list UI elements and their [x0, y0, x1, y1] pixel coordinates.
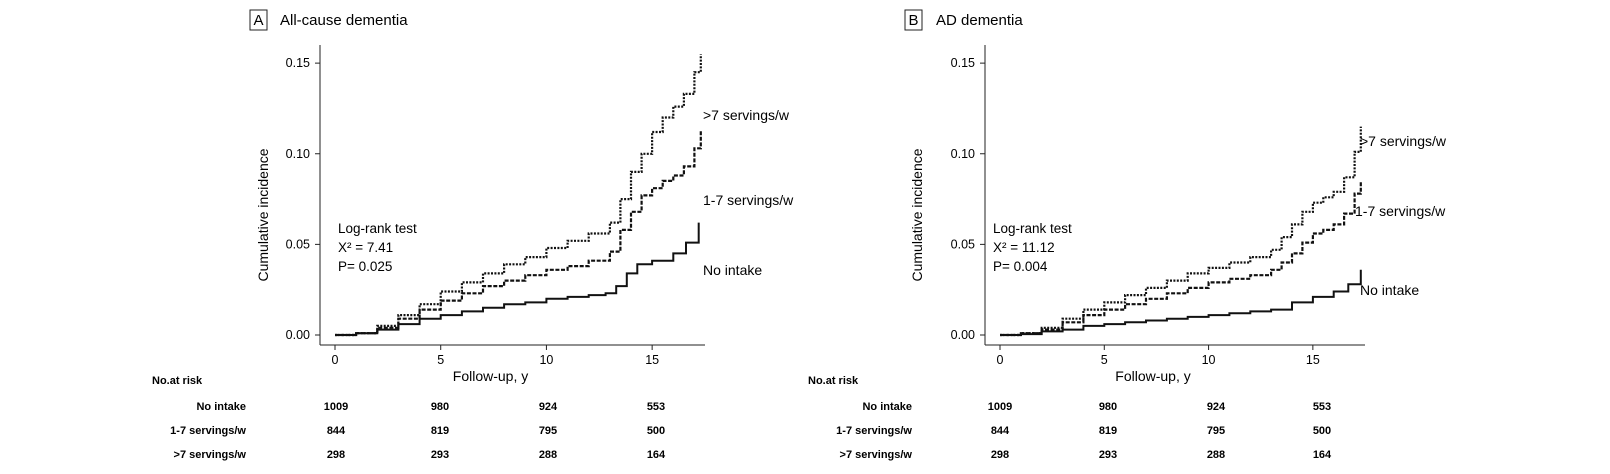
risk-cell: 298 [327, 449, 345, 461]
risk-row-label: >7 servings/w [840, 449, 913, 461]
risk-cell: 553 [1313, 401, 1331, 413]
risk-cell: 844 [327, 425, 346, 437]
risk-cell: 553 [647, 401, 665, 413]
stat-line-0: Log-rank test [993, 221, 1072, 236]
x-tick-label: 0 [332, 353, 339, 367]
y-tick-label: 0.00 [951, 328, 975, 342]
risk-cell: 844 [991, 425, 1010, 437]
risk-cell: 980 [431, 401, 449, 413]
risk-cell: 288 [1207, 449, 1225, 461]
risk-cell: 293 [431, 449, 449, 461]
stat-line-1: X² = 7.41 [338, 240, 393, 255]
y-tick-label: 0.05 [286, 237, 310, 251]
series-label-2: >7 servings/w [1360, 133, 1447, 149]
series-line-2 [1000, 126, 1362, 337]
risk-cell: 924 [1207, 401, 1226, 413]
series-line-1 [1000, 180, 1362, 337]
risk-cell: 980 [1099, 401, 1117, 413]
x-tick-label: 10 [539, 353, 553, 367]
x-axis-title: Follow-up, y [453, 368, 528, 384]
risk-cell: 819 [1099, 425, 1117, 437]
y-tick-label: 0.05 [951, 237, 975, 251]
risk-cell: 164 [647, 449, 666, 461]
x-tick-label: 0 [997, 353, 1004, 367]
risk-row-label: 1-7 servings/w [170, 425, 246, 437]
y-tick-label: 0.10 [286, 147, 310, 161]
risk-cell: 795 [1207, 425, 1225, 437]
risk-row-label: >7 servings/w [174, 449, 247, 461]
series-label-1: 1-7 servings/w [1355, 203, 1446, 219]
chart-panel-b: B AD dementia 0.00 0.05 0.10 0.15 0 5 10 15 Follow… [808, 9, 1447, 461]
series-label-1: 1-7 servings/w [703, 192, 794, 208]
risk-row-label: No intake [862, 401, 912, 413]
panel-letter: A [253, 12, 263, 29]
y-tick-label: 0.10 [951, 147, 975, 161]
panel-letter-box [904, 9, 923, 31]
stat-line-2: P= 0.025 [338, 259, 392, 274]
risk-cell: 293 [1099, 449, 1117, 461]
y-tick-label: 0.15 [951, 56, 975, 70]
risk-cell: 819 [431, 425, 449, 437]
risk-table-header: No.at risk [152, 375, 203, 387]
series-line-1 [335, 130, 702, 337]
x-tick-label: 5 [437, 353, 444, 367]
series-label-0: No intake [1360, 282, 1419, 298]
x-axis-title: Follow-up, y [1115, 368, 1190, 384]
y-tick-label: 0.15 [286, 56, 310, 70]
risk-cell: 924 [539, 401, 558, 413]
risk-cell: 500 [1313, 425, 1331, 437]
risk-cell: 288 [539, 449, 557, 461]
risk-row-label: No intake [196, 401, 246, 413]
panel-letter-box [249, 9, 268, 31]
risk-cell: 164 [1313, 449, 1332, 461]
risk-cell: 1009 [324, 401, 348, 413]
y-tick-label: 0.00 [286, 328, 310, 342]
stat-line-2: P= 0.004 [993, 259, 1048, 274]
risk-table-header: No.at risk [808, 375, 859, 387]
series-line-2 [335, 54, 702, 337]
x-tick-label: 10 [1202, 353, 1216, 367]
y-axis-title: Cumulative incidence [909, 148, 925, 281]
risk-cell: 795 [539, 425, 557, 437]
panel-letter: B [908, 12, 918, 29]
stat-line-0: Log-rank test [338, 221, 417, 236]
risk-row-label: 1-7 servings/w [836, 425, 912, 437]
chart-title: All-cause dementia [280, 12, 408, 29]
x-tick-label: 5 [1101, 353, 1108, 367]
x-tick-label: 15 [1306, 353, 1320, 367]
risk-cell: 500 [647, 425, 665, 437]
series-label-2: >7 servings/w [703, 107, 790, 123]
series-line-0 [335, 222, 700, 336]
stat-line-1: X² = 11.12 [993, 240, 1055, 255]
chart-panel-a: A All-cause dementia 0.00 0.05 0.10 0.15 0 5 10 1… [152, 9, 794, 461]
y-axis-title: Cumulative incidence [255, 148, 271, 281]
x-tick-label: 15 [645, 353, 659, 367]
series-label-0: No intake [703, 262, 762, 278]
risk-cell: 298 [991, 449, 1009, 461]
chart-title: AD dementia [936, 12, 1023, 29]
risk-cell: 1009 [988, 401, 1012, 413]
